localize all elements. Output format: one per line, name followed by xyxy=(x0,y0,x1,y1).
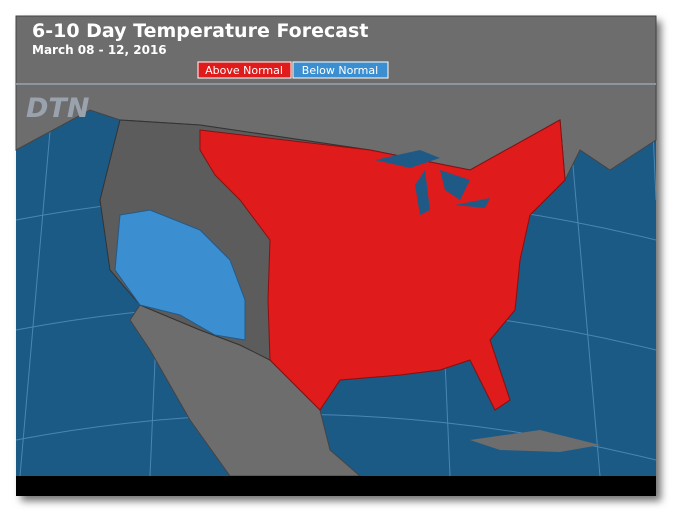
legend-label: Below Normal xyxy=(302,64,378,77)
title: 6-10 Day Temperature Forecast xyxy=(32,20,368,42)
subtitle: March 08 - 12, 2016 xyxy=(32,43,167,57)
logo: DTN xyxy=(26,93,90,124)
legend-label: Above Normal xyxy=(205,64,283,77)
cuba xyxy=(470,430,600,452)
below-normal-area xyxy=(114,209,246,341)
legend-swatch-below xyxy=(292,61,389,79)
above-normal-area xyxy=(199,119,566,411)
footer-bar xyxy=(16,476,656,496)
great-lakes xyxy=(375,150,490,215)
legend-swatch-above xyxy=(197,61,292,79)
